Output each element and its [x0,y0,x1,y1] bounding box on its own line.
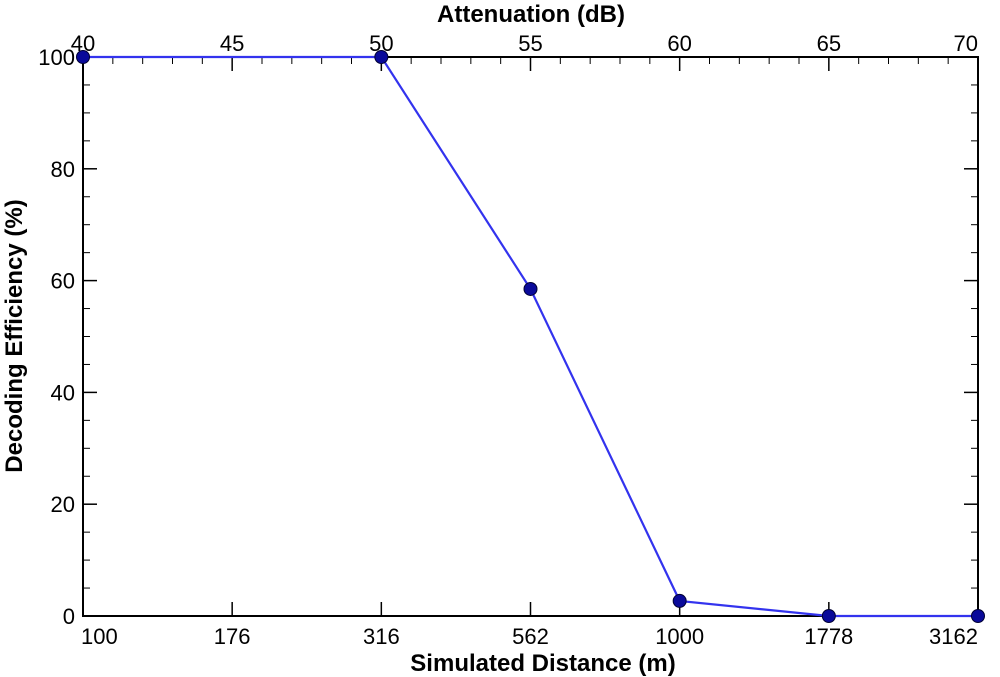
data-point [672,593,687,608]
ticks [82,56,979,617]
top-tick-label: 60 [667,31,691,56]
data-point [523,281,538,296]
top-tick-label: 55 [518,31,542,56]
data-point [971,609,985,623]
y-tick-label: 20 [51,492,75,517]
top-tick-label: 65 [817,31,841,56]
y-tick-label: 60 [51,269,75,294]
bottom-axis-title: Simulated Distance (m) [410,650,675,677]
bottom-tick-label: 1000 [655,624,704,649]
data-point [821,609,836,623]
data-point [374,50,389,64]
y-tick-label: 80 [51,157,75,182]
bottom-tick-label: 1778 [804,624,853,649]
series-layer [76,50,985,623]
y-axis-title: Decoding Efficiency (%) [1,199,28,472]
bottom-tick-label: 562 [512,624,549,649]
bottom-tick-label: 3162 [929,624,978,649]
top-tick-label: 45 [220,31,244,56]
y-tick-label: 100 [38,45,75,70]
bottom-tick-label: 316 [363,624,400,649]
series-line [83,55,978,618]
plot-frame [82,56,979,617]
bottom-tick-label: 176 [214,624,251,649]
data-point [76,50,90,64]
y-tick-label: 40 [51,380,75,405]
y-tick-label: 0 [63,604,75,629]
bottom-tick-label: 100 [81,624,118,649]
top-tick-label: 70 [954,31,978,56]
top-axis-title: Attenuation (dB) [437,1,625,28]
